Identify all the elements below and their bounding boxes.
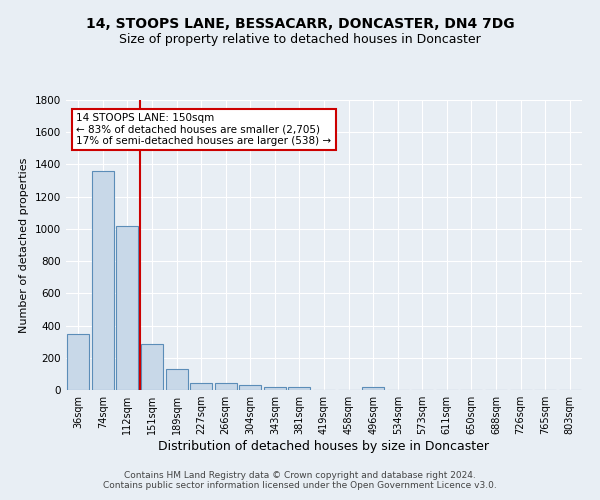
Bar <box>141 344 163 390</box>
Y-axis label: Number of detached properties: Number of detached properties <box>19 158 29 332</box>
Bar <box>289 387 310 390</box>
Bar <box>166 369 188 390</box>
X-axis label: Distribution of detached houses by size in Doncaster: Distribution of detached houses by size … <box>158 440 490 453</box>
Text: 14 STOOPS LANE: 150sqm
← 83% of detached houses are smaller (2,705)
17% of semi-: 14 STOOPS LANE: 150sqm ← 83% of detached… <box>76 113 331 146</box>
Bar <box>264 387 286 390</box>
Bar <box>362 387 384 390</box>
Bar <box>190 383 212 390</box>
Text: 14, STOOPS LANE, BESSACARR, DONCASTER, DN4 7DG: 14, STOOPS LANE, BESSACARR, DONCASTER, D… <box>86 18 514 32</box>
Bar <box>215 383 237 390</box>
Text: Size of property relative to detached houses in Doncaster: Size of property relative to detached ho… <box>119 32 481 46</box>
Bar <box>92 171 114 390</box>
Text: Contains HM Land Registry data © Crown copyright and database right 2024.
Contai: Contains HM Land Registry data © Crown c… <box>103 470 497 490</box>
Bar <box>239 386 262 390</box>
Bar <box>67 334 89 390</box>
Bar <box>116 226 139 390</box>
